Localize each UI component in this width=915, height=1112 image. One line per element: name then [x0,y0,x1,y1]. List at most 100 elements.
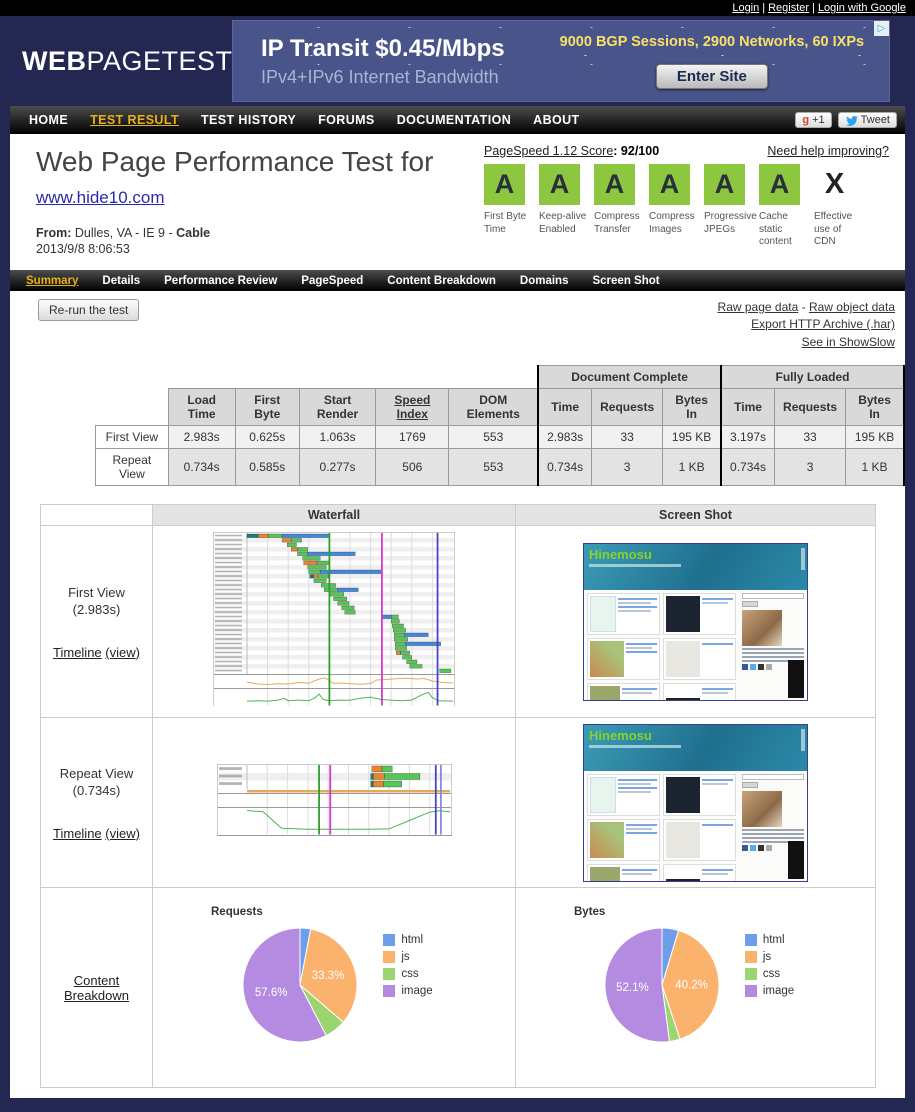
legend-item-css: css [383,967,432,980]
tab-pagespeed[interactable]: PageSpeed [301,274,364,287]
legend-label: html [401,933,424,946]
topbar-link-login[interactable]: Login [732,2,760,14]
legend-swatch [744,950,757,963]
rv-first-byte: 0.585s [234,448,300,487]
pagespeed-score-link[interactable]: PageSpeed 1.12 Score [484,144,614,158]
enter-site-button[interactable]: Enter Site [655,63,768,89]
nav-item-about[interactable]: ABOUT [533,113,580,127]
nav-item-test-result[interactable]: TEST RESULT [90,113,180,127]
repeat-view-timeline-view-link[interactable]: (view) [105,825,140,841]
tab-summary[interactable]: Summary [26,274,79,287]
first-view-detail-row: First View (2.983s) Timeline (view) Hine… [40,525,876,719]
google-plus-one-button[interactable]: g +1 [795,112,832,128]
screenshot-column-header: Screen Shot [515,504,876,527]
tab-details[interactable]: Details [102,274,141,287]
tab-content-breakdown[interactable]: Content Breakdown [387,274,496,287]
fv-speed-index: 1769 [375,425,450,450]
legend-swatch [744,967,757,980]
tab-domains[interactable]: Domains [519,274,569,287]
showslow-link[interactable]: See in ShowSlow [801,334,895,349]
site-screenshot-thumbnail[interactable]: Hinemosu [583,723,808,882]
adchoices-icon[interactable]: ▷ [874,21,889,36]
legend-swatch [383,950,396,963]
legend-label: js [762,950,772,963]
grade-letter: X [824,168,845,200]
legend-swatch [383,984,396,997]
repeat-view-row-label: Repeat View [95,448,169,487]
first-view-waterfall-chart[interactable] [212,531,456,707]
legend-label: css [401,967,419,980]
nav-item-forums[interactable]: FORUMS [318,113,375,127]
banner-ad[interactable]: IP Transit $0.45/Mbps IPv4+IPv6 Internet… [232,20,890,102]
legend-item-image: image [383,984,433,997]
grade-label: Keep-alive Enabled [539,211,587,235]
fv-first-byte: 0.625s [234,425,300,450]
nav-item-documentation[interactable]: DOCUMENTATION [396,113,512,127]
tweet-label: Tweet [860,114,890,126]
bytes-pie-chart: 40.2% 52.1% [604,927,720,1043]
from-label: From: [36,226,72,240]
webpagetest-logo[interactable]: WEBPAGETEST [0,41,232,81]
site-screenshot-thumbnail[interactable]: Hinemosu [583,542,808,701]
repeat-view-label: Repeat View [59,765,134,781]
raw-links-separator: - [798,300,809,314]
page-bottom-margin [0,1098,915,1112]
legend-item-html: html [744,933,794,946]
tab-screen-shot[interactable]: Screen Shot [592,274,660,287]
tweet-button[interactable]: Tweet [837,112,897,128]
repeat-view-timeline-link[interactable]: Timeline [53,825,102,841]
legend-label: image [762,984,795,997]
grade-label: Compress Images [649,211,695,235]
export-har-link[interactable]: Export HTTP Archive (.har) [751,317,895,332]
topbar-link-register[interactable]: Register [768,2,810,14]
nav-item-home[interactable]: HOME [29,113,69,127]
content-breakdown-link[interactable]: Content Breakdown [63,972,130,1003]
tab-performance-review[interactable]: Performance Review [164,274,278,287]
twitter-bird-icon [845,115,858,126]
screenshot-site-header: Hinemosu [584,724,807,771]
grade-compress-images[interactable]: A Compress Images [649,164,704,249]
repeat-view-waterfall-chart[interactable] [216,763,452,837]
rv-fl-time: 0.734s [720,448,776,487]
topbar-separator: | [762,2,766,14]
grade-letter: A [649,164,690,205]
ad-subline: IPv4+IPv6 Internet Bandwidth [261,66,499,87]
first-view-timeline-link[interactable]: Timeline [53,644,102,660]
first-view-screenshot[interactable]: Hinemosu [516,542,875,701]
nav-item-test-history[interactable]: TEST HISTORY [201,113,297,127]
ad-left: IP Transit $0.45/Mbps IPv4+IPv6 Internet… [233,35,535,88]
main-navigation: HOME TEST RESULT TEST HISTORY FORUMS DOCUMEN… [10,106,905,134]
col-dom-elements: DOM Elements [448,388,539,427]
document-complete-group-header: Document Complete [537,365,723,390]
repeat-view-screenshot[interactable]: Hinemosu [516,723,875,882]
grade-effective-use-of-cdn[interactable]: X Effective use of CDN [814,164,869,249]
raw-object-data-link[interactable]: Raw object data [808,300,895,314]
grade-first-byte-time[interactable]: A First Byte Time [484,164,539,249]
screenshot-cat-photo [742,609,782,646]
svg-text:52.1%: 52.1% [616,982,649,994]
tested-url-link[interactable]: www.hide10.com [36,188,165,207]
rv-speed-index: 506 [375,448,450,487]
legend-swatch [383,933,396,946]
grade-cache-static-content[interactable]: A Cache static content [759,164,814,249]
grade-compress-transfer[interactable]: A Compress Transfer [594,164,649,249]
col-speed-index-link[interactable]: Speed Index [375,388,450,427]
grade-letter: A [594,164,635,205]
grade-boxes: A First Byte Time A Keep-alive Enabled A Comp… [484,164,889,249]
fully-loaded-group-header: Fully Loaded [720,365,905,390]
screenshot-site-title: Hinemosu [589,546,652,562]
topbar-link-login-with-google[interactable]: Login with Google [817,2,906,14]
legend-item-html: html [383,933,432,946]
first-view-timeline-view-link[interactable]: (view) [105,644,140,660]
raw-page-data-link[interactable]: Raw page data [717,300,799,314]
need-help-improving-link[interactable]: Need help improving? [767,144,889,158]
grade-progressive-jpegs[interactable]: A Progressive JPEGs [704,164,759,249]
page-title: Web Page Performance Test for [36,146,434,177]
rerun-test-button[interactable]: Re-run the test [38,299,140,321]
svg-text:33.3%: 33.3% [312,970,345,982]
page-content: Web Page Performance Test for www.hide10… [10,134,906,1099]
svg-text:40.2%: 40.2% [675,979,708,991]
rv-start-render: 0.277s [298,448,377,487]
grade-keep-alive-enabled[interactable]: A Keep-alive Enabled [539,164,594,249]
legend-item-js: js [744,950,794,963]
